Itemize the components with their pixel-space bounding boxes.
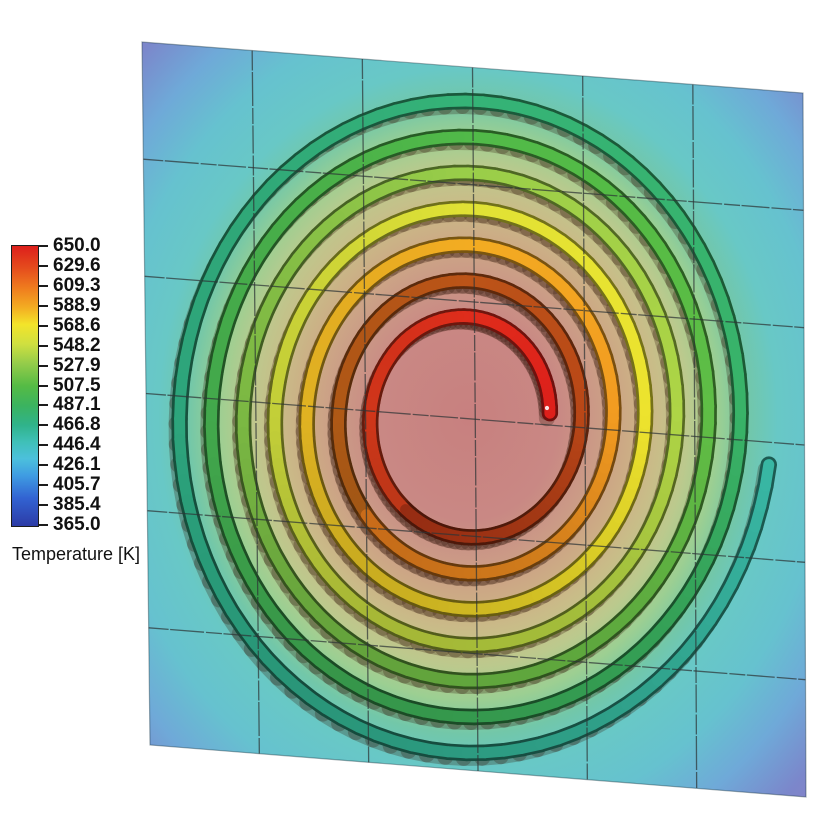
spiral-coil [168, 92, 777, 766]
grid-line-horizontal [148, 627, 806, 681]
mesh-grid [143, 50, 806, 789]
coil-tip-highlight [544, 405, 550, 411]
